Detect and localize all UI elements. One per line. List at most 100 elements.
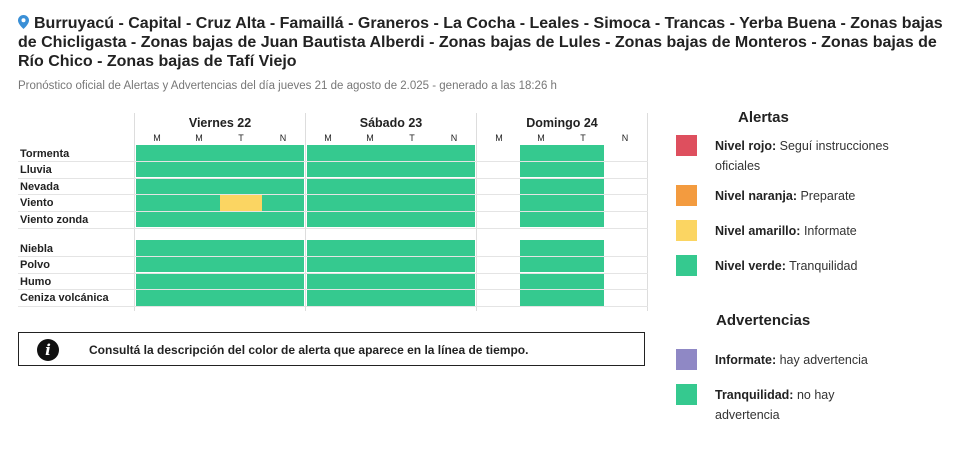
alert-cell-green xyxy=(433,240,475,256)
alert-cell-green xyxy=(520,256,562,273)
alert-cell-green xyxy=(520,161,562,178)
row-divider xyxy=(18,256,648,258)
alert-cell-green xyxy=(178,240,220,256)
alert-cell-green xyxy=(136,178,178,195)
alert-cell-green xyxy=(262,240,304,256)
advertencias-title: Advertencias xyxy=(716,312,811,329)
alert-cell-green xyxy=(349,256,391,273)
time-slot-label: M xyxy=(153,133,161,143)
alert-cell-green xyxy=(262,195,304,211)
alert-cell-green xyxy=(349,178,391,195)
row-divider xyxy=(18,161,648,163)
legend-swatch-red xyxy=(676,135,697,156)
alert-cell-green xyxy=(262,290,304,306)
alert-cell-green xyxy=(262,161,304,178)
legend-swatch-green xyxy=(676,384,697,405)
alert-cell-green xyxy=(520,211,562,228)
alert-cell-green xyxy=(520,178,562,195)
alert-cell-green xyxy=(220,145,262,161)
alert-cell-green xyxy=(349,240,391,256)
alert-cell-green xyxy=(433,256,475,273)
alert-cell-green xyxy=(178,161,220,178)
day-header: Sábado 23 xyxy=(359,116,423,130)
alert-cell-green xyxy=(562,273,604,290)
hazard-label: Lluvia xyxy=(20,164,52,177)
alert-cell-green xyxy=(391,273,433,290)
alert-cell-green xyxy=(178,178,220,195)
row-divider xyxy=(18,227,648,229)
time-slot-label: M xyxy=(495,133,503,143)
legend-description: Informate xyxy=(803,224,857,238)
row-divider xyxy=(18,194,648,196)
hazard-label: Polvo xyxy=(20,259,50,272)
legend-text: Tranquilidad: no hay advertencia xyxy=(715,385,900,425)
time-slot-label: N xyxy=(621,133,629,143)
alert-cell-green xyxy=(562,195,604,211)
alert-cell-green xyxy=(136,240,178,256)
alert-cell-yellow xyxy=(220,195,262,211)
legend-level: Nivel amarillo: xyxy=(715,224,801,238)
time-slot-label: M xyxy=(195,133,203,143)
location-header: Burruyacú - Capital - Cruz Alta - Famail… xyxy=(18,14,948,71)
alert-timeline: Viernes 22 M M T N Sábado 23 M M T N Domingo 24 M M T… xyxy=(18,113,648,313)
alert-cell-green xyxy=(391,195,433,211)
day-separator xyxy=(305,113,306,311)
alert-cell-green xyxy=(562,240,604,256)
alert-cell-green xyxy=(220,240,262,256)
alert-cell-green xyxy=(262,273,304,290)
legend-text: Nivel amarillo: Informate xyxy=(715,221,900,241)
hazard-label: Nevada xyxy=(20,180,60,193)
legend-level: Nivel rojo: xyxy=(715,139,777,153)
grid-right-border xyxy=(647,113,648,311)
alert-cell-green xyxy=(178,290,220,306)
alert-cell-green xyxy=(220,178,262,195)
alert-cell-green xyxy=(349,161,391,178)
legend-description: Preparate xyxy=(800,189,856,203)
alert-cell-green xyxy=(520,145,562,161)
alert-cell-green xyxy=(262,211,304,228)
alert-cell-green xyxy=(307,240,349,256)
alert-cell-green xyxy=(178,273,220,290)
day-separator xyxy=(134,113,135,311)
alert-cell-green xyxy=(562,290,604,306)
alert-cell-green xyxy=(178,145,220,161)
alert-cell-green xyxy=(178,256,220,273)
alert-cell-green xyxy=(562,161,604,178)
row-divider xyxy=(18,305,648,307)
day-header: Domingo 24 xyxy=(526,116,598,130)
legend-level: Nivel verde: xyxy=(715,259,786,273)
alert-cell-green xyxy=(220,161,262,178)
alert-cell-green xyxy=(307,273,349,290)
info-box: i Consultá la descripción del color de a… xyxy=(18,332,645,366)
alert-cell-green xyxy=(220,256,262,273)
legend-description: Tranquilidad xyxy=(789,259,858,273)
alert-cell-green xyxy=(562,178,604,195)
legend-description: no hay advertencia xyxy=(715,388,835,422)
alert-cell-green xyxy=(262,256,304,273)
alert-cell-green xyxy=(433,211,475,228)
alert-cell-green xyxy=(433,273,475,290)
hazard-label: Viento xyxy=(20,197,54,210)
time-slot-label: M xyxy=(537,133,545,143)
map-pin-icon xyxy=(18,15,29,29)
legend-text: Nivel naranja: Preparate xyxy=(715,186,900,206)
alert-cell-green xyxy=(433,161,475,178)
alert-cell-green xyxy=(391,161,433,178)
time-slot-label: T xyxy=(580,133,586,143)
alert-cell-green xyxy=(520,240,562,256)
legend-swatch-green xyxy=(676,255,697,276)
alert-cell-green xyxy=(220,211,262,228)
alert-cell-green xyxy=(349,290,391,306)
alert-cell-green xyxy=(391,211,433,228)
hazard-label: Humo xyxy=(20,275,52,288)
alert-cell-green xyxy=(220,273,262,290)
alert-cell-green xyxy=(391,178,433,195)
alert-cell-green xyxy=(433,178,475,195)
legend-swatch-purple xyxy=(676,349,697,370)
alert-cell-green xyxy=(349,145,391,161)
legend-level: Nivel naranja: xyxy=(715,189,797,203)
time-slot-label: N xyxy=(450,133,458,143)
location-title-text: Burruyacú - Capital - Cruz Alta - Famail… xyxy=(18,15,943,70)
legend-text: Informate: hay advertencia xyxy=(715,350,900,370)
legend-text: Nivel verde: Tranquilidad xyxy=(715,256,900,276)
